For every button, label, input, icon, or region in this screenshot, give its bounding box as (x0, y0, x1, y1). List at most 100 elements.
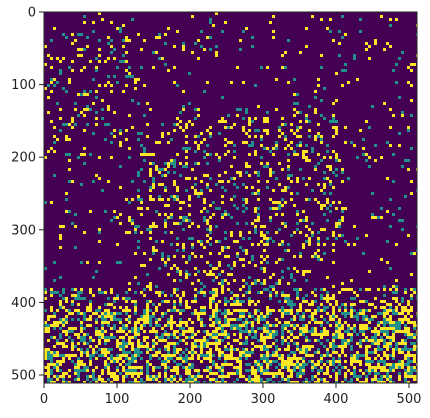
heatmap-cell (134, 354, 137, 357)
heatmap-cell (209, 48, 212, 51)
heatmap-cell (353, 54, 356, 57)
heatmap-cell (191, 282, 194, 285)
heatmap-cell (392, 339, 395, 342)
heatmap-cell (353, 354, 356, 357)
heatmap-cell (317, 255, 320, 258)
heatmap-cell (341, 234, 344, 237)
heatmap-cell (167, 132, 170, 135)
heatmap-cell (281, 240, 284, 243)
heatmap-cell (56, 354, 59, 357)
heatmap-cell (89, 309, 92, 312)
heatmap-cell (407, 321, 410, 324)
heatmap-cell (98, 342, 101, 345)
heatmap-cell (287, 324, 290, 327)
heatmap-cell (188, 375, 191, 378)
heatmap-cell (242, 30, 245, 33)
heatmap-cell (149, 162, 152, 165)
heatmap-cell (227, 375, 230, 378)
heatmap-cell (50, 336, 53, 339)
heatmap-cell (290, 303, 293, 306)
heatmap-cell (95, 381, 98, 383)
heatmap-cell (275, 360, 278, 363)
heatmap-cell (59, 225, 62, 228)
heatmap-cell (326, 300, 329, 303)
heatmap-cell (209, 357, 212, 360)
heatmap-cell (284, 321, 287, 324)
heatmap-cell (62, 321, 65, 324)
heatmap-cell (287, 282, 290, 285)
heatmap-cell (332, 117, 335, 120)
heatmap-cell (62, 33, 65, 36)
heatmap-cell (359, 288, 362, 291)
heatmap-cell (224, 237, 227, 240)
heatmap-cell (146, 207, 149, 210)
heatmap-cell (137, 246, 140, 249)
heatmap-cell (368, 357, 371, 360)
heatmap-cell (167, 300, 170, 303)
heatmap-cell (80, 354, 83, 357)
heatmap-cell (371, 339, 374, 342)
heatmap-cell (125, 51, 128, 54)
heatmap-cell (56, 309, 59, 312)
heatmap-cell (74, 288, 77, 291)
heatmap-cell (179, 309, 182, 312)
heatmap-cell (386, 210, 389, 213)
heatmap-cell (389, 18, 392, 21)
heatmap-cell (245, 348, 248, 351)
heatmap-cell (122, 345, 125, 348)
heatmap-cell (164, 300, 167, 303)
heatmap-cell (350, 354, 353, 357)
heatmap-cell (173, 369, 176, 372)
heatmap-cell (389, 306, 392, 309)
heatmap-cell (116, 339, 119, 342)
heatmap-cell (248, 288, 251, 291)
heatmap-cell (113, 336, 116, 339)
heatmap-cell (248, 351, 251, 354)
heatmap-cell (380, 207, 383, 210)
heatmap-cell (215, 312, 218, 315)
heatmap-cell (332, 309, 335, 312)
heatmap-cell (212, 291, 215, 294)
heatmap-cell (158, 183, 161, 186)
heatmap-cell (197, 225, 200, 228)
heatmap-cell (341, 327, 344, 330)
heatmap-cell (59, 294, 62, 297)
heatmap-cell (266, 378, 269, 381)
heatmap-cell (104, 60, 107, 63)
heatmap-cell (92, 378, 95, 381)
heatmap-cell (140, 324, 143, 327)
heatmap-cell (407, 300, 410, 303)
heatmap-cell (254, 210, 257, 213)
heatmap-cell (377, 324, 380, 327)
heatmap-cell (380, 357, 383, 360)
heatmap-cell (350, 315, 353, 318)
heatmap-cell (167, 165, 170, 168)
heatmap-cell (224, 21, 227, 24)
heatmap-cell (110, 327, 113, 330)
heatmap-cell (128, 39, 131, 42)
heatmap-cell (392, 369, 395, 372)
heatmap-cell (302, 357, 305, 360)
heatmap-cell (176, 336, 179, 339)
heatmap-cell (230, 267, 233, 270)
heatmap-cell (380, 339, 383, 342)
heatmap-cell (71, 69, 74, 72)
heatmap-cell (101, 321, 104, 324)
heatmap-cell (170, 138, 173, 141)
heatmap-cell (383, 330, 386, 333)
heatmap-cell (380, 378, 383, 381)
heatmap-cell (404, 348, 407, 351)
heatmap-cell (98, 348, 101, 351)
heatmap-cell (164, 264, 167, 267)
heatmap-cell (401, 219, 404, 222)
heatmap-cell (248, 381, 251, 383)
heatmap-cell (77, 294, 80, 297)
heatmap-cell (299, 111, 302, 114)
heatmap-cell (197, 381, 200, 383)
heatmap-cell (50, 66, 53, 69)
heatmap-cell (380, 258, 383, 261)
heatmap-cell (194, 117, 197, 120)
heatmap-cell (71, 33, 74, 36)
heatmap-cell (149, 357, 152, 360)
heatmap-cell (239, 369, 242, 372)
